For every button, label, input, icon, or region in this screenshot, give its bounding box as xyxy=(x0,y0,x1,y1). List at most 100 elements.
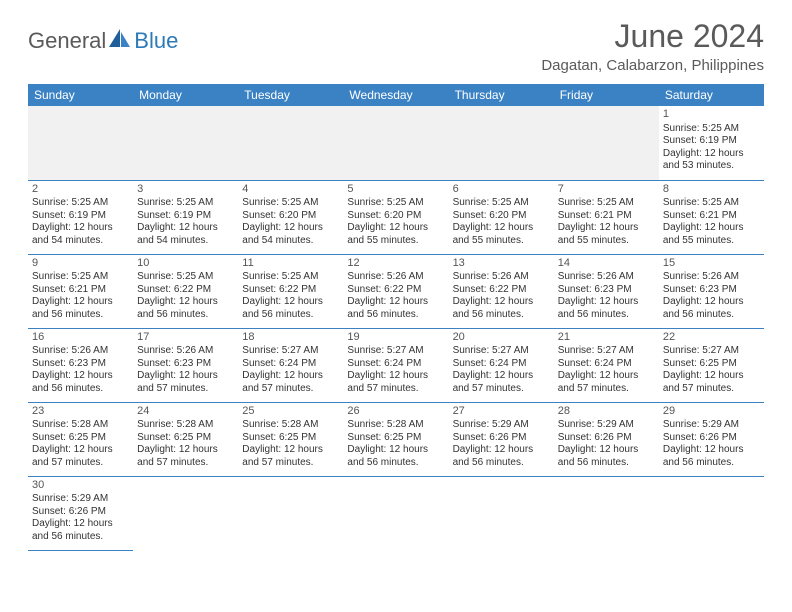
calendar-cell: 19Sunrise: 5:27 AMSunset: 6:24 PMDayligh… xyxy=(343,328,448,402)
day-detail: Sunrise: 5:26 AMSunset: 6:23 PMDaylight:… xyxy=(663,271,760,321)
day-number: 27 xyxy=(453,405,550,419)
calendar-cell xyxy=(238,476,343,550)
day-detail: Sunrise: 5:25 AMSunset: 6:21 PMDaylight:… xyxy=(558,197,655,247)
day-number: 20 xyxy=(453,331,550,345)
day-detail: Sunrise: 5:27 AMSunset: 6:24 PMDaylight:… xyxy=(558,345,655,395)
day-detail: Sunrise: 5:27 AMSunset: 6:24 PMDaylight:… xyxy=(453,345,550,395)
day-number: 9 xyxy=(32,257,129,271)
calendar-cell: 27Sunrise: 5:29 AMSunset: 6:26 PMDayligh… xyxy=(449,402,554,476)
calendar-row: 23Sunrise: 5:28 AMSunset: 6:25 PMDayligh… xyxy=(28,402,764,476)
day-number: 22 xyxy=(663,331,760,345)
day-detail: Sunrise: 5:27 AMSunset: 6:25 PMDaylight:… xyxy=(663,345,760,395)
calendar-cell: 25Sunrise: 5:28 AMSunset: 6:25 PMDayligh… xyxy=(238,402,343,476)
calendar-row: 1Sunrise: 5:25 AMSunset: 6:19 PMDaylight… xyxy=(28,106,764,180)
calendar-cell: 13Sunrise: 5:26 AMSunset: 6:22 PMDayligh… xyxy=(449,254,554,328)
calendar-cell: 21Sunrise: 5:27 AMSunset: 6:24 PMDayligh… xyxy=(554,328,659,402)
day-number: 30 xyxy=(32,479,129,493)
dayname-thu: Thursday xyxy=(449,84,554,106)
calendar-cell: 1Sunrise: 5:25 AMSunset: 6:19 PMDaylight… xyxy=(659,106,764,180)
day-number: 2 xyxy=(32,183,129,197)
day-detail: Sunrise: 5:29 AMSunset: 6:26 PMDaylight:… xyxy=(558,419,655,469)
calendar-cell xyxy=(133,106,238,180)
calendar-cell: 30Sunrise: 5:29 AMSunset: 6:26 PMDayligh… xyxy=(28,476,133,550)
day-detail: Sunrise: 5:25 AMSunset: 6:19 PMDaylight:… xyxy=(137,197,234,247)
logo-text-general: General xyxy=(28,28,106,54)
day-number: 21 xyxy=(558,331,655,345)
day-detail: Sunrise: 5:26 AMSunset: 6:22 PMDaylight:… xyxy=(453,271,550,321)
day-detail: Sunrise: 5:29 AMSunset: 6:26 PMDaylight:… xyxy=(453,419,550,469)
day-detail: Sunrise: 5:25 AMSunset: 6:21 PMDaylight:… xyxy=(32,271,129,321)
dayname-sat: Saturday xyxy=(659,84,764,106)
calendar-cell: 9Sunrise: 5:25 AMSunset: 6:21 PMDaylight… xyxy=(28,254,133,328)
calendar-row: 2 Sunrise: 5:25 AMSunset: 6:19 PMDaylight… xyxy=(28,180,764,254)
calendar-cell xyxy=(449,476,554,550)
logo-text-blue: Blue xyxy=(134,28,178,54)
day-number: 12 xyxy=(347,257,444,271)
day-detail: Sunrise: 5:29 AMSunset: 6:26 PMDaylight:… xyxy=(663,419,760,469)
day-detail: Sunrise: 5:26 AMSunset: 6:22 PMDaylight:… xyxy=(347,271,444,321)
calendar-cell xyxy=(554,106,659,180)
calendar-cell: 15Sunrise: 5:26 AMSunset: 6:23 PMDayligh… xyxy=(659,254,764,328)
day-number: 11 xyxy=(242,257,339,271)
calendar-cell: 3Sunrise: 5:25 AMSunset: 6:19 PMDaylight… xyxy=(133,180,238,254)
header: General Blue June 2024 Dagatan, Calabarz… xyxy=(28,18,764,80)
calendar-cell: 23Sunrise: 5:28 AMSunset: 6:25 PMDayligh… xyxy=(28,402,133,476)
calendar-cell: 10Sunrise: 5:25 AMSunset: 6:22 PMDayligh… xyxy=(133,254,238,328)
day-number: 18 xyxy=(242,331,339,345)
day-number: 8 xyxy=(663,183,760,197)
calendar-cell: 26Sunrise: 5:28 AMSunset: 6:25 PMDayligh… xyxy=(343,402,448,476)
day-number: 26 xyxy=(347,405,444,419)
day-detail: Sunrise: 5:26 AMSunset: 6:23 PMDaylight:… xyxy=(137,345,234,395)
day-detail: Sunrise: 5:25 AMSunset: 6:20 PMDaylight:… xyxy=(347,197,444,247)
day-number: 17 xyxy=(137,331,234,345)
day-detail: Sunrise: 5:29 AMSunset: 6:26 PMDaylight:… xyxy=(32,493,129,543)
dayname-wed: Wednesday xyxy=(343,84,448,106)
calendar-cell: 22Sunrise: 5:27 AMSunset: 6:25 PMDayligh… xyxy=(659,328,764,402)
calendar-cell: 18Sunrise: 5:27 AMSunset: 6:24 PMDayligh… xyxy=(238,328,343,402)
calendar-cell: 6Sunrise: 5:25 AMSunset: 6:20 PMDaylight… xyxy=(449,180,554,254)
day-detail: Sunrise: 5:25 AMSunset: 6:20 PMDaylight:… xyxy=(242,197,339,247)
logo: General Blue xyxy=(28,28,178,54)
day-detail: Sunrise: 5:26 AMSunset: 6:23 PMDaylight:… xyxy=(558,271,655,321)
calendar-cell xyxy=(449,106,554,180)
calendar-table: Sunday Monday Tuesday Wednesday Thursday… xyxy=(28,84,764,551)
day-number: 10 xyxy=(137,257,234,271)
calendar-cell: 8Sunrise: 5:25 AMSunset: 6:21 PMDaylight… xyxy=(659,180,764,254)
sail-icon xyxy=(109,29,131,54)
dayname-sun: Sunday xyxy=(28,84,133,106)
day-number: 28 xyxy=(558,405,655,419)
day-detail: Sunrise: 5:27 AMSunset: 6:24 PMDaylight:… xyxy=(347,345,444,395)
calendar-cell xyxy=(554,476,659,550)
day-number: 1 xyxy=(663,108,760,122)
calendar-cell: 20Sunrise: 5:27 AMSunset: 6:24 PMDayligh… xyxy=(449,328,554,402)
day-detail: Sunrise: 5:28 AMSunset: 6:25 PMDaylight:… xyxy=(347,419,444,469)
calendar-cell xyxy=(238,106,343,180)
day-detail: Sunrise: 5:25 AMSunset: 6:19 PMDaylight:… xyxy=(663,123,760,173)
location-text: Dagatan, Calabarzon, Philippines xyxy=(541,57,764,74)
day-detail: Sunrise: 5:25 AMSunset: 6:22 PMDaylight:… xyxy=(242,271,339,321)
day-detail: Sunrise: 5:25 AMSunset: 6:20 PMDaylight:… xyxy=(453,197,550,247)
day-number: 14 xyxy=(558,257,655,271)
dayname-row: Sunday Monday Tuesday Wednesday Thursday… xyxy=(28,84,764,106)
day-number: 25 xyxy=(242,405,339,419)
calendar-row: 30Sunrise: 5:29 AMSunset: 6:26 PMDayligh… xyxy=(28,476,764,550)
calendar-cell xyxy=(659,476,764,550)
month-title: June 2024 xyxy=(541,18,764,55)
dayname-mon: Monday xyxy=(133,84,238,106)
calendar-cell: 12Sunrise: 5:26 AMSunset: 6:22 PMDayligh… xyxy=(343,254,448,328)
calendar-cell: 29Sunrise: 5:29 AMSunset: 6:26 PMDayligh… xyxy=(659,402,764,476)
day-number: 3 xyxy=(137,183,234,197)
day-number: 13 xyxy=(453,257,550,271)
day-number: 4 xyxy=(242,183,339,197)
calendar-cell xyxy=(133,476,238,550)
calendar-cell: 11Sunrise: 5:25 AMSunset: 6:22 PMDayligh… xyxy=(238,254,343,328)
calendar-cell: 7Sunrise: 5:25 AMSunset: 6:21 PMDaylight… xyxy=(554,180,659,254)
calendar-cell xyxy=(343,106,448,180)
dayname-fri: Friday xyxy=(554,84,659,106)
day-number: 15 xyxy=(663,257,760,271)
calendar-cell: 2Sunrise: 5:25 AMSunset: 6:19 PMDaylight… xyxy=(28,180,133,254)
calendar-cell: 5Sunrise: 5:25 AMSunset: 6:20 PMDaylight… xyxy=(343,180,448,254)
day-number: 29 xyxy=(663,405,760,419)
day-detail: Sunrise: 5:28 AMSunset: 6:25 PMDaylight:… xyxy=(242,419,339,469)
day-number: 5 xyxy=(347,183,444,197)
